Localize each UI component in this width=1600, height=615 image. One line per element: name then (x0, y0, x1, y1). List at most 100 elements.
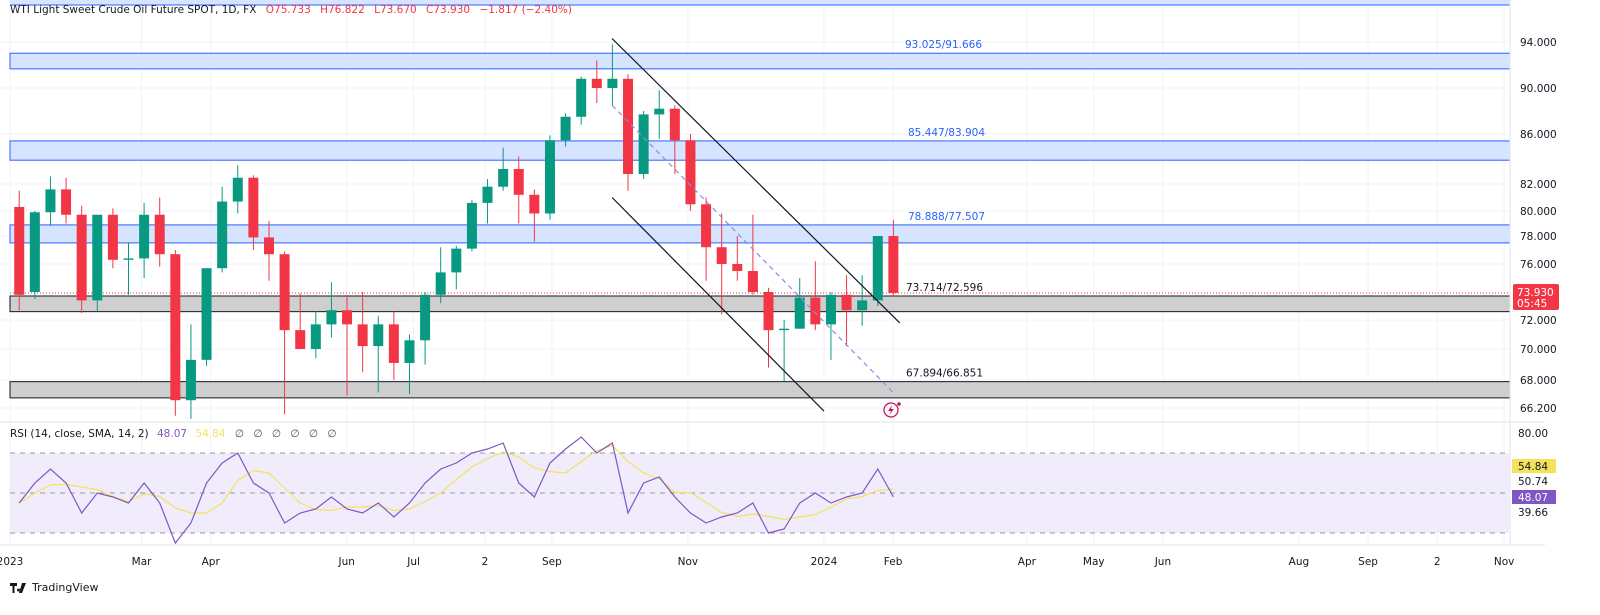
candle-body (45, 189, 56, 213)
time-axis-label: Sep (542, 556, 562, 568)
time-axis-label: Jun (1154, 556, 1171, 568)
price-axis-label: 70.000 (1520, 344, 1557, 356)
candle-body (404, 340, 415, 363)
zone-label: 93.025/91.666 (905, 39, 982, 51)
zone-label: 85.447/83.904 (908, 127, 985, 139)
candle-body (123, 258, 134, 260)
rsi-value-badge (1512, 490, 1556, 504)
time-axis-label: 2 (482, 556, 489, 568)
close-value: C73.930 (426, 4, 471, 16)
time-axis-label: 2023 (0, 556, 23, 568)
candle-body (29, 212, 40, 292)
candle-body (61, 189, 72, 215)
support-resistance-zone (9, 140, 1511, 161)
empty-value: ∅ (271, 428, 281, 440)
candle-body (669, 108, 680, 141)
candle-body (170, 254, 181, 401)
candle-body (716, 247, 727, 264)
symbol-legend: WTI Light Sweet Crude Oil Future SPOT, 1… (10, 4, 572, 16)
last-price-badge (1513, 283, 1559, 310)
candle-body (373, 324, 384, 347)
support-resistance-zone (9, 52, 1511, 70)
candle-body (607, 78, 618, 88)
empty-value: ∅ (308, 428, 318, 440)
candle-body (357, 324, 368, 347)
candle-body (248, 177, 259, 238)
candle-body (107, 214, 118, 260)
low-value: L73.670 (374, 4, 417, 16)
rsi-title: RSI (14, close, SMA, 14, 2) (10, 428, 149, 440)
candle-body (513, 169, 524, 195)
time-axis-label: Sep (1358, 556, 1378, 568)
candle-body (638, 114, 649, 174)
time-axis-label: Apr (202, 556, 221, 568)
lightning-bolt (888, 405, 894, 415)
candle-body (185, 359, 196, 401)
candle-body (529, 194, 540, 214)
price-axis-label: 86.000 (1520, 129, 1557, 141)
candle-body (701, 204, 712, 248)
time-axis-label: 2 (1434, 556, 1441, 568)
candle-body (576, 78, 587, 117)
candle-body (732, 264, 743, 271)
candle-body (217, 201, 228, 269)
candle-body (544, 140, 555, 214)
rsi-axis-label: 39.66 (1518, 507, 1548, 519)
brand-name: TradingView (32, 581, 99, 594)
candle-body (92, 214, 103, 301)
candle-body (654, 108, 665, 115)
open-value: O75.733 (265, 4, 311, 16)
candle-body (857, 300, 868, 311)
candle-body (810, 297, 821, 325)
zone-top-partial (10, 0, 1510, 5)
time-axis-label: Mar (132, 556, 152, 568)
change-value: −1.817 (−2.40%) (479, 4, 572, 16)
candle-body (154, 214, 165, 255)
rsi-line (18, 436, 894, 545)
tradingview-logo[interactable]: TradingView (10, 581, 98, 594)
time-axis-label: Nov (1494, 556, 1515, 568)
rsi-value: 48.07 (157, 428, 188, 440)
candle-body (14, 206, 25, 295)
channel-upper-line (611, 38, 901, 324)
price-axis-label: 78.000 (1520, 231, 1557, 243)
price-axis-label: 66.200 (1520, 403, 1557, 415)
candle-body (498, 169, 509, 187)
price-axis-label: 68.000 (1520, 375, 1557, 387)
candle-body (263, 237, 274, 255)
channel-midline-dashed (611, 104, 894, 393)
candle-body (295, 330, 306, 349)
price-axis-label: 76.000 (1520, 259, 1557, 271)
time-axis-label: Apr (1018, 556, 1037, 568)
candle-body (825, 294, 836, 325)
candle-body (279, 254, 290, 331)
candle-body (451, 248, 462, 273)
price-axis-label: 72.000 (1520, 315, 1557, 327)
zone-label: 67.894/66.851 (906, 368, 983, 380)
support-resistance-zone (9, 295, 1511, 313)
candle-body (201, 268, 212, 360)
candle-body (388, 324, 399, 363)
candle-body (420, 294, 431, 341)
empty-value: ∅ (327, 428, 337, 440)
zone-label: 78.888/77.507 (908, 211, 985, 223)
candle-body (623, 78, 634, 174)
empty-value: ∅ (290, 428, 300, 440)
candle-body (794, 297, 805, 329)
candle-body (342, 310, 353, 325)
candle-body (591, 78, 602, 88)
rsi-axis-label: 50.74 (1518, 476, 1548, 488)
time-axis-label: Feb (884, 556, 903, 568)
candle-body (763, 292, 774, 331)
rsi-legend: RSI (14, close, SMA, 14, 2) 48.07 54.84 … (10, 428, 336, 440)
time-axis-label: Nov (678, 556, 699, 568)
empty-value: ∅ (253, 428, 263, 440)
high-value: H76.822 (320, 4, 365, 16)
candle-body (435, 272, 446, 295)
support-resistance-zone (9, 224, 1511, 244)
price-axis-label: 82.000 (1520, 179, 1557, 191)
support-resistance-zone (9, 381, 1511, 399)
candle-body (747, 271, 758, 292)
rsi-sma-value: 54.84 (195, 428, 226, 440)
